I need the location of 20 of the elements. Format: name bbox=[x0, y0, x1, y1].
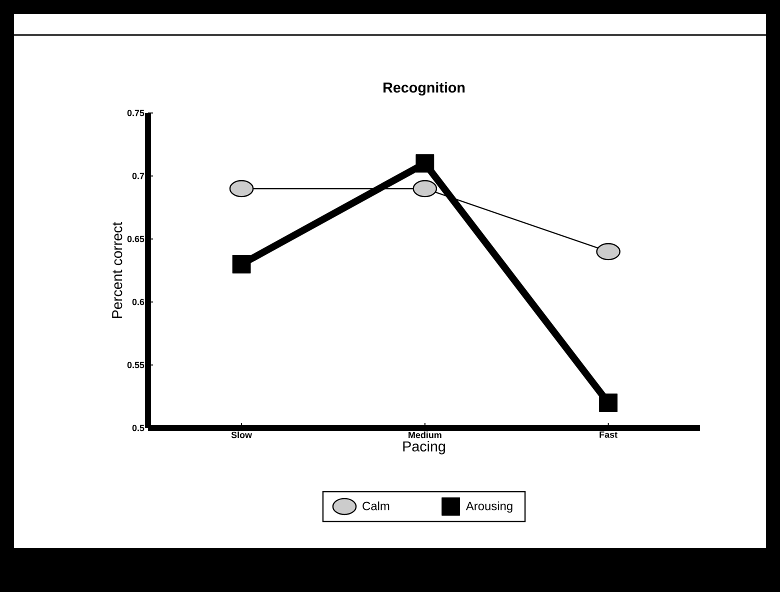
point bbox=[599, 394, 618, 412]
y-axis-title: Percent correct bbox=[112, 222, 122, 318]
y-tick-label: 0.65 bbox=[127, 236, 144, 242]
legend-label: Arousing bbox=[466, 501, 512, 513]
x-tick-label: Fast bbox=[600, 432, 618, 438]
y-tick-label: 0.6 bbox=[132, 298, 144, 306]
x-tick-label: Slow bbox=[231, 432, 252, 438]
y-tick-label: 0.7 bbox=[132, 172, 144, 180]
x-tick-label: Medium bbox=[408, 432, 442, 438]
y-tick-label: 0.55 bbox=[127, 362, 144, 368]
point bbox=[596, 243, 620, 260]
legend-label: Calm bbox=[362, 501, 390, 510]
x-axis-title: Pacing bbox=[403, 440, 445, 454]
point bbox=[229, 180, 254, 198]
chart-title: Recognition bbox=[384, 82, 465, 96]
y-tick-label: 0.75 bbox=[127, 110, 144, 116]
point bbox=[232, 254, 251, 274]
point bbox=[416, 154, 434, 173]
y-tick-label: 0.5 bbox=[132, 424, 144, 432]
point bbox=[412, 180, 438, 198]
